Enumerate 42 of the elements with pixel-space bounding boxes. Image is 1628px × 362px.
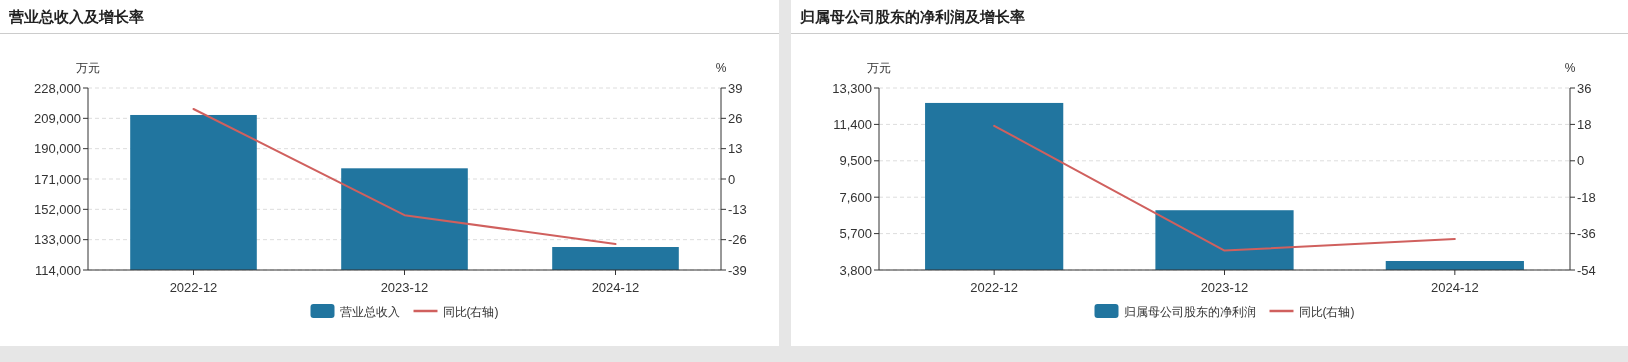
y2-axis-title: % bbox=[1564, 61, 1576, 75]
y2-axis-title: % bbox=[715, 61, 727, 75]
y-tick-label: 114,000 bbox=[34, 262, 81, 278]
y-tick-label: 209,000 bbox=[34, 110, 81, 126]
y2-tick-label: 18 bbox=[1577, 116, 1592, 132]
y-tick-label: 133,000 bbox=[34, 232, 81, 248]
y2-tick-label: -26 bbox=[728, 232, 747, 248]
x-tick-label: 2023-12 bbox=[1200, 280, 1249, 295]
legend-label: 同比(右轴) bbox=[442, 304, 499, 319]
y-axis-title: 万元 bbox=[867, 61, 891, 75]
y2-tick-label: -18 bbox=[1577, 189, 1596, 205]
chart-title: 归属母公司股东的净利润及增长率 bbox=[799, 8, 1025, 25]
y-tick-label: 5,700 bbox=[839, 226, 872, 242]
legend-label: 归属母公司股东的净利润 bbox=[1123, 304, 1256, 319]
legend-label: 营业总收入 bbox=[339, 304, 400, 319]
y2-tick-label: 13 bbox=[728, 141, 743, 157]
y-tick-label: 171,000 bbox=[34, 171, 81, 187]
legend-label: 同比(右轴) bbox=[1298, 304, 1355, 319]
x-tick-label: 2024-12 bbox=[1430, 280, 1479, 295]
y-tick-label: 228,000 bbox=[34, 80, 81, 96]
y2-tick-label: 0 bbox=[728, 171, 736, 187]
y2-tick-label: -54 bbox=[1577, 262, 1596, 278]
y-axis-title: 万元 bbox=[76, 61, 100, 75]
y2-tick-label: 0 bbox=[1577, 153, 1585, 169]
y-tick-label: 13,300 bbox=[832, 80, 872, 96]
x-tick-label: 2022-12 bbox=[169, 280, 218, 295]
y2-tick-label: 26 bbox=[728, 110, 743, 126]
y-tick-label: 3,800 bbox=[839, 262, 872, 278]
y2-tick-label: 36 bbox=[1577, 80, 1592, 96]
y-tick-label: 152,000 bbox=[34, 201, 81, 217]
y-tick-label: 11,400 bbox=[833, 116, 872, 132]
y2-tick-label: -13 bbox=[728, 201, 747, 217]
y-tick-label: 7,600 bbox=[839, 189, 872, 205]
y-tick-label: 190,000 bbox=[34, 141, 81, 157]
chart-title: 营业总收入及增长率 bbox=[8, 8, 144, 25]
y2-tick-label: 39 bbox=[728, 80, 743, 96]
x-tick-label: 2022-12 bbox=[970, 280, 1019, 295]
y-tick-label: 9,500 bbox=[839, 153, 872, 169]
x-tick-label: 2024-12 bbox=[591, 280, 640, 295]
y2-tick-label: -39 bbox=[728, 262, 747, 278]
x-tick-label: 2023-12 bbox=[380, 280, 429, 295]
y2-tick-label: -36 bbox=[1577, 226, 1596, 242]
